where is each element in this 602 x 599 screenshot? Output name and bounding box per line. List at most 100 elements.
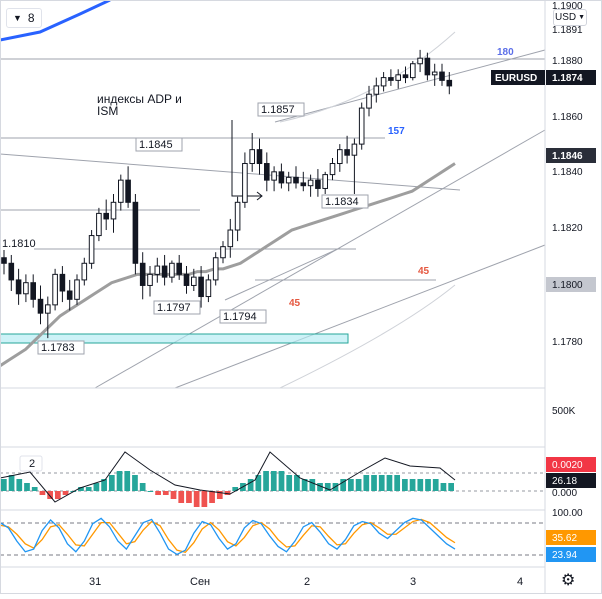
candle bbox=[132, 194, 139, 275]
candle-body-up bbox=[88, 235, 95, 264]
channel-line bbox=[274, 49, 546, 123]
candle bbox=[66, 279, 73, 311]
candle bbox=[110, 194, 117, 233]
macd-bar bbox=[162, 491, 169, 495]
candle-body-up bbox=[366, 93, 372, 109]
arrow-head bbox=[256, 191, 263, 201]
level-label: 1.1834 bbox=[325, 196, 359, 208]
candle bbox=[278, 163, 285, 189]
candle bbox=[410, 60, 416, 81]
time-tick: 31 bbox=[89, 576, 101, 588]
candle-body-up bbox=[351, 143, 358, 156]
candle-body-up bbox=[154, 265, 161, 275]
level-label: 1.1857 bbox=[261, 104, 295, 116]
candle-body-up bbox=[431, 71, 438, 76]
price-tick: 1.1860 bbox=[552, 112, 583, 123]
price-tick: 1.1880 bbox=[552, 56, 583, 67]
macd-bar bbox=[386, 475, 393, 491]
candle bbox=[88, 230, 95, 269]
candle bbox=[234, 196, 241, 242]
candle-body-down bbox=[66, 290, 73, 300]
macd-bar bbox=[47, 491, 53, 499]
last-price-value: 1.1874 bbox=[552, 73, 583, 84]
candle bbox=[154, 257, 161, 283]
interval-label: 8 bbox=[27, 11, 35, 25]
candle-body-down bbox=[293, 176, 299, 184]
candle-body-down bbox=[8, 262, 15, 281]
volume-axis-label: 500K bbox=[552, 406, 576, 417]
macd-bar bbox=[170, 491, 177, 499]
candle bbox=[1, 249, 7, 275]
candle-body-down bbox=[264, 163, 270, 181]
candle-body-up bbox=[81, 262, 88, 281]
candle-body-up bbox=[169, 262, 175, 278]
candle-body-up bbox=[322, 174, 328, 189]
candle-body-up bbox=[410, 63, 416, 79]
macd-bar bbox=[409, 479, 416, 491]
macd-bar bbox=[224, 491, 231, 495]
price-axis[interactable]: 1.1900 1.1891 1.1880 1.1860 1.1840 1.182… bbox=[552, 1, 583, 348]
candle bbox=[23, 274, 29, 303]
candle bbox=[388, 69, 394, 86]
candle-body-down bbox=[278, 171, 285, 184]
macd-bar bbox=[301, 479, 308, 491]
candle-body-down bbox=[103, 212, 110, 220]
level-label: 1.1783 bbox=[41, 342, 75, 354]
candle-body-up bbox=[191, 276, 197, 286]
macd-bar bbox=[247, 479, 254, 491]
macd-bar bbox=[132, 475, 138, 491]
time-tick: 3 bbox=[410, 576, 416, 588]
channel-line bbox=[94, 129, 546, 389]
candle bbox=[380, 72, 387, 92]
candle-body-up bbox=[118, 179, 124, 203]
candle-body-down bbox=[344, 149, 350, 156]
time-tick: 2 bbox=[304, 576, 310, 588]
candle bbox=[45, 296, 51, 339]
last-price-value-bg bbox=[546, 70, 596, 85]
angle-label: 157 bbox=[388, 126, 405, 137]
moving-average-line bbox=[0, 162, 456, 368]
level-1800-badge-bg bbox=[546, 277, 596, 292]
macd-bar bbox=[363, 475, 370, 491]
currency-select[interactable]: USD ▼ bbox=[553, 9, 587, 26]
candle-body-down bbox=[300, 182, 307, 187]
time-axis[interactable]: 31 Сен 2 3 4 bbox=[89, 576, 523, 588]
currency-label: USD bbox=[554, 12, 577, 23]
candle bbox=[373, 77, 380, 103]
angle-label: 180 bbox=[497, 47, 514, 58]
candle-body-up bbox=[249, 149, 255, 165]
stoch-k-badge-bg bbox=[546, 547, 596, 562]
macd-bar bbox=[1, 479, 7, 491]
candle-body-up bbox=[110, 201, 117, 220]
candle bbox=[59, 266, 66, 303]
macd-bar bbox=[124, 471, 131, 491]
candle-body-down bbox=[37, 298, 44, 314]
macd-signal-badge-bg bbox=[546, 473, 596, 488]
candle-body-down bbox=[139, 262, 146, 286]
support-zone bbox=[0, 333, 349, 344]
candle bbox=[183, 266, 190, 294]
drawing-tools bbox=[0, 0, 546, 389]
candle bbox=[395, 69, 401, 89]
macd-bar bbox=[348, 479, 354, 491]
stoch-d-badge-bg bbox=[546, 530, 596, 545]
candle-body-up bbox=[307, 179, 314, 187]
candle bbox=[315, 169, 321, 197]
angle-label: 45 bbox=[289, 298, 301, 309]
candle-body-up bbox=[147, 273, 153, 286]
candle bbox=[285, 171, 292, 192]
gear-icon[interactable]: ⚙ bbox=[561, 572, 576, 589]
candle-body-down bbox=[30, 282, 36, 300]
macd-bar bbox=[101, 479, 107, 491]
interval-button[interactable]: ▼ 8 bbox=[6, 8, 42, 28]
time-tick: Сен bbox=[190, 576, 210, 588]
macd-bar bbox=[85, 487, 92, 491]
macd-bar bbox=[232, 487, 239, 491]
macd-bar bbox=[440, 483, 447, 491]
candle bbox=[139, 252, 146, 300]
candle bbox=[431, 63, 438, 86]
macd-legend-box[interactable] bbox=[19, 455, 43, 472]
candle bbox=[322, 171, 328, 194]
